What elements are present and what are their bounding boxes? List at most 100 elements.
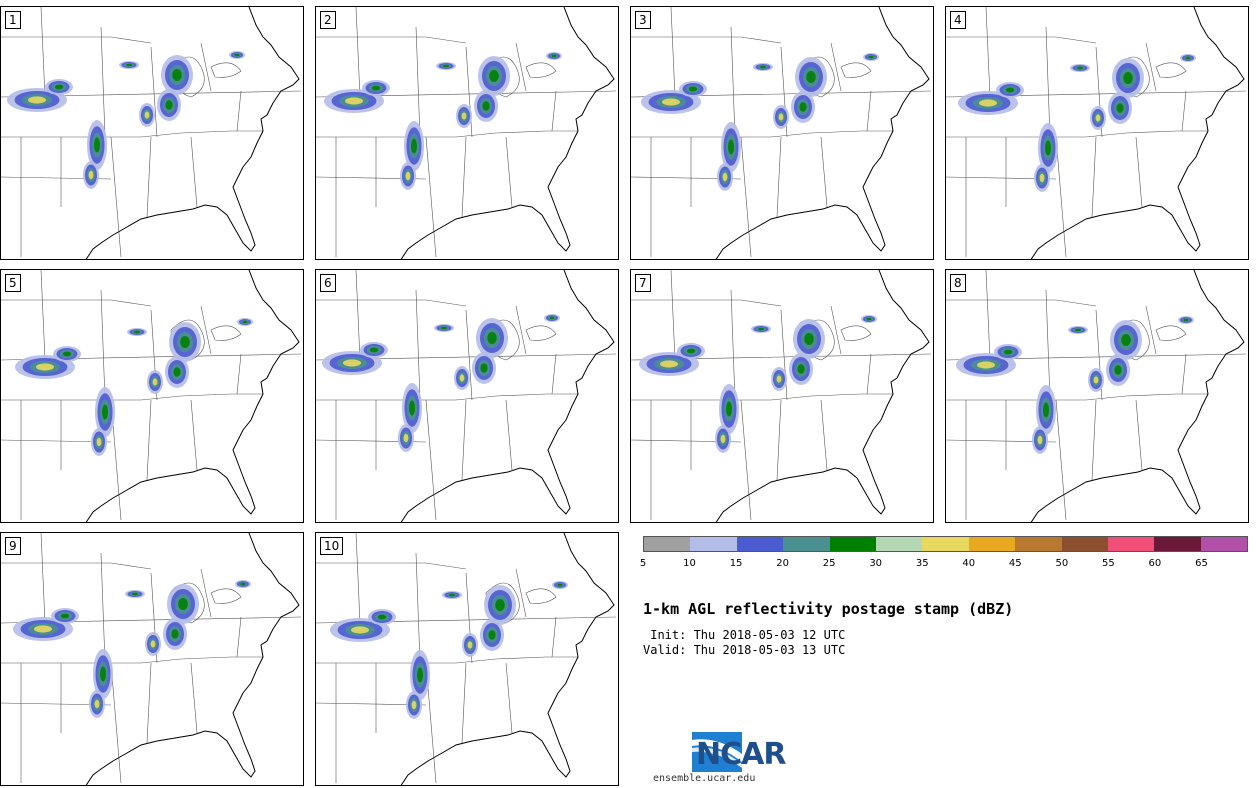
reflectivity-echo: [411, 138, 417, 154]
reflectivity-echo: [1003, 349, 1013, 355]
colorbar-swatch: [1107, 537, 1155, 551]
state-boundary: [146, 662, 152, 744]
reflectivity-echo: [797, 364, 805, 374]
state-boundary: [820, 399, 828, 471]
state-boundary: [465, 309, 473, 401]
state-boundary: [1, 130, 263, 138]
state-boundary: [100, 26, 106, 138]
panel-label: 10: [320, 537, 344, 555]
state-boundary: [146, 136, 152, 218]
reflectivity-echo: [403, 433, 409, 443]
state-boundary: [670, 270, 676, 361]
panel-label: 9: [5, 537, 21, 555]
map-panel: 2: [315, 6, 619, 260]
reflectivity-echo: [549, 316, 555, 320]
reflectivity-echo: [150, 640, 156, 648]
coastline: [85, 270, 300, 522]
state-boundary: [110, 136, 122, 258]
map-canvas: [1, 533, 302, 785]
coastline: [400, 533, 615, 785]
reflectivity-echo: [688, 86, 698, 92]
reflectivity-echo: [369, 347, 379, 353]
ncar-logo-text: NCAR: [696, 737, 786, 772]
colorbar-tick-labels: 5 10 15 20 25 30 35 40 45 50 55 60 65: [639, 558, 1248, 572]
reflectivity-echo: [489, 70, 499, 82]
state-boundary: [415, 552, 421, 664]
state-boundary: [730, 289, 736, 401]
state-boundary: [515, 305, 527, 355]
reflectivity-echo: [1095, 114, 1101, 122]
panel-label: 8: [950, 274, 966, 292]
state-boundary: [515, 568, 527, 618]
map-panel: 1: [0, 6, 304, 260]
state-boundary: [631, 36, 782, 44]
map-panel: 6: [315, 269, 619, 523]
map-panel: 4: [945, 6, 1249, 260]
state-boundary: [415, 26, 421, 138]
colorbar-tick: 30: [869, 558, 883, 569]
reflectivity-echo: [88, 170, 94, 180]
state-boundary: [1155, 62, 1187, 78]
state-boundary: [776, 399, 782, 481]
coastline: [1030, 7, 1245, 259]
state-boundary: [465, 46, 473, 138]
reflectivity-echo: [806, 71, 816, 83]
state-boundary: [505, 136, 513, 208]
state-boundary: [1055, 399, 1067, 521]
panel-label: 4: [950, 11, 966, 29]
reflectivity-echo: [443, 64, 449, 68]
coastline: [400, 270, 615, 522]
map-canvas: [316, 270, 617, 522]
reflectivity-echo: [417, 667, 423, 683]
state-boundary: [100, 552, 106, 664]
reflectivity-echo: [1114, 365, 1122, 375]
reflectivity-echo: [102, 404, 108, 420]
colorbar-tick: 10: [683, 558, 696, 569]
state-boundary: [316, 562, 467, 570]
state-boundary: [505, 662, 513, 734]
state-boundary: [190, 662, 198, 734]
colorbar-swatch: [644, 537, 691, 551]
state-boundary: [210, 62, 242, 78]
state-boundary: [631, 393, 893, 401]
coastline: [85, 7, 300, 259]
ncar-url: ensemble.ucar.edu: [653, 773, 756, 784]
reflectivity-echo: [722, 172, 728, 182]
map-panel: 10: [315, 532, 619, 786]
reflectivity-echo: [240, 582, 246, 586]
reflectivity-echo: [557, 583, 563, 587]
state-boundary: [190, 136, 198, 208]
map-canvas: [1, 270, 302, 522]
reflectivity-echo: [1077, 66, 1083, 70]
reflectivity-echo: [977, 361, 995, 369]
state-boundary: [525, 62, 557, 78]
coastline: [400, 7, 615, 259]
state-boundary: [210, 588, 242, 604]
colorbar-tick: 60: [1148, 558, 1162, 569]
state-boundary: [40, 270, 46, 361]
colorbar-swatch: [1200, 537, 1248, 551]
coastline: [1030, 270, 1245, 522]
state-boundary: [830, 42, 842, 92]
reflectivity-echo: [178, 598, 188, 610]
state-boundary: [150, 46, 158, 138]
reflectivity-echo: [758, 327, 764, 331]
state-boundary: [1, 299, 152, 307]
panel-label: 3: [635, 11, 651, 29]
colorbar-tick: 5: [639, 558, 647, 569]
colorbar-tick: 40: [962, 558, 976, 569]
state-boundary: [200, 305, 212, 355]
reflectivity-echo: [405, 171, 411, 181]
panel-label: 6: [320, 274, 336, 292]
reflectivity-echo: [234, 53, 240, 57]
state-boundary: [415, 289, 421, 401]
colorbar-swatch: [1061, 537, 1108, 551]
colorbar-tick: 55: [1102, 558, 1115, 569]
state-boundary: [830, 305, 842, 355]
colorbar-tick: 15: [729, 558, 743, 569]
reflectivity-echo: [726, 401, 732, 417]
reflectivity-echo: [495, 599, 505, 611]
state-boundary: [985, 7, 991, 98]
reflectivity-echo: [551, 54, 557, 58]
state-boundary: [316, 36, 467, 44]
